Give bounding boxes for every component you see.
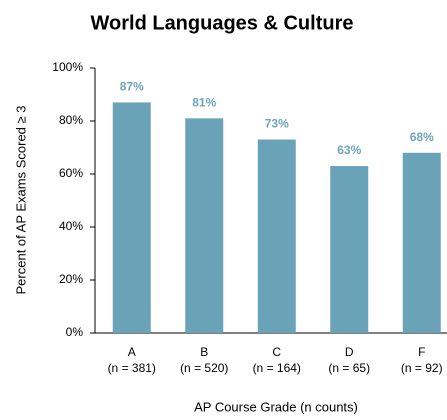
bar — [402, 152, 441, 333]
x-tick-label: A — [128, 345, 136, 359]
chart-title: World Languages & Culture — [91, 12, 354, 34]
value-label: 63% — [337, 143, 361, 157]
value-label: 87% — [120, 80, 144, 94]
bar — [257, 139, 296, 333]
value-label: 73% — [265, 117, 289, 131]
bar — [330, 166, 369, 333]
bar — [112, 102, 151, 333]
x-tick-label: B — [200, 345, 208, 359]
y-tick-label: 60% — [59, 166, 83, 180]
y-axis-label: Percent of AP Exams Scored ≥ 3 — [13, 106, 28, 295]
x-tick-count: (n = 65) — [328, 361, 370, 375]
y-tick-label: 80% — [59, 113, 83, 127]
x-axis-label: AP Course Grade (n counts) — [194, 399, 358, 414]
x-tick-count: (n = 381) — [108, 361, 156, 375]
value-label: 68% — [410, 130, 434, 144]
x-tick-label: D — [345, 345, 354, 359]
x-tick-count: (n = 164) — [253, 361, 301, 375]
x-tick-count: (n = 92) — [401, 361, 443, 375]
x-tick-count: (n = 520) — [180, 361, 228, 375]
x-tick-label: C — [272, 345, 281, 359]
y-tick-label: 100% — [52, 60, 83, 74]
y-tick-label: 0% — [66, 325, 84, 339]
bar — [185, 118, 224, 333]
x-tick-label: F — [418, 345, 425, 359]
y-tick-label: 20% — [59, 272, 83, 286]
y-tick-label: 40% — [59, 219, 83, 233]
value-label: 81% — [192, 96, 216, 110]
